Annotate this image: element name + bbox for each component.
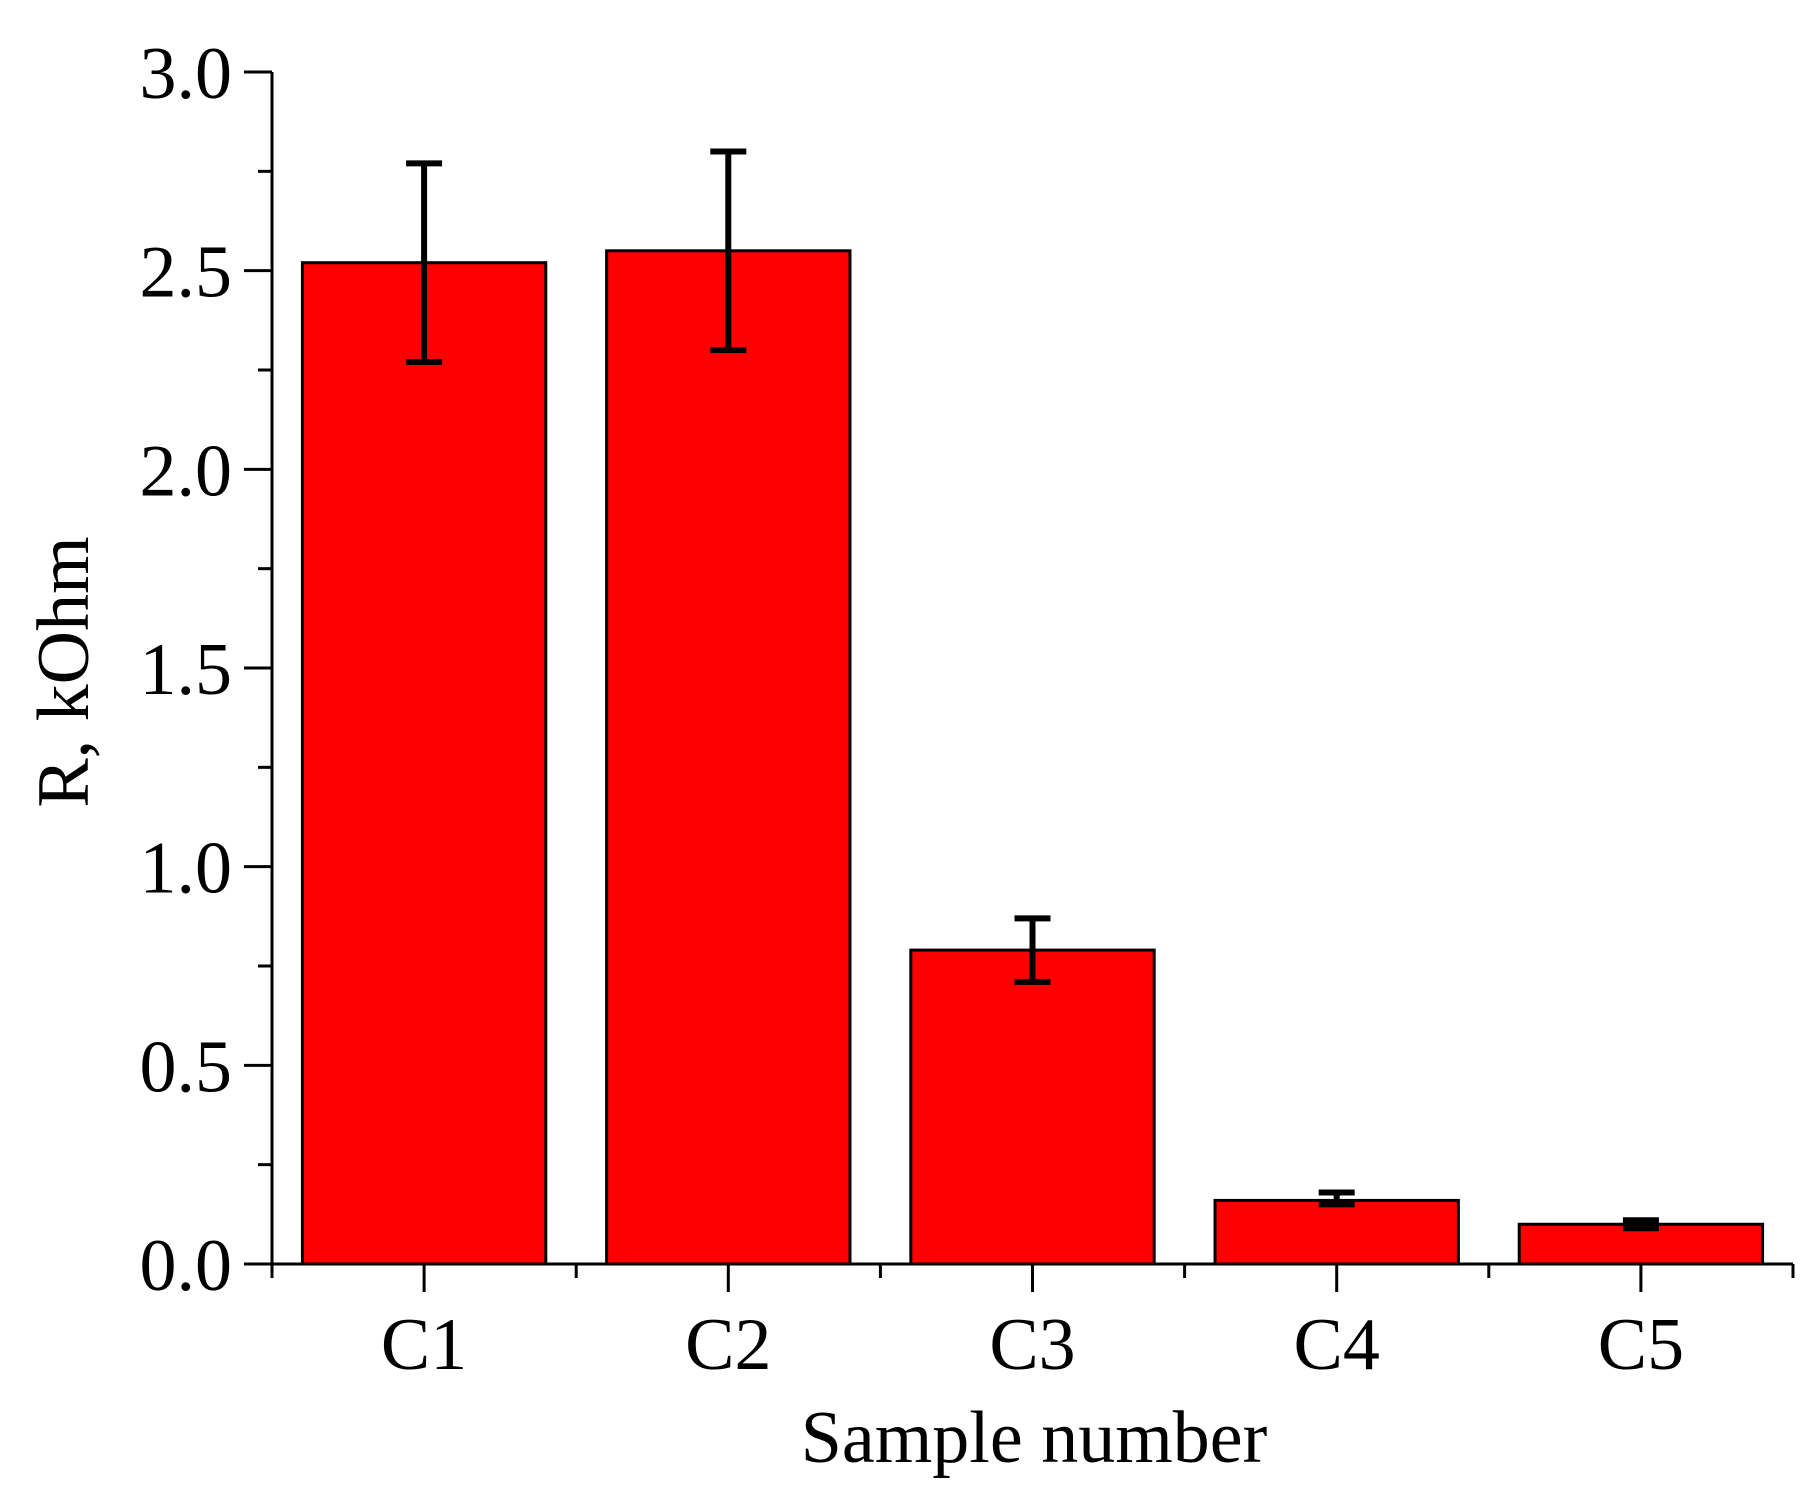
error-bar-c2 xyxy=(710,148,747,354)
bar-c2 xyxy=(605,249,852,1266)
error-bar-c3 xyxy=(1014,915,1051,985)
y-tick-label: 1.5 xyxy=(140,629,233,711)
y-tick-label: 1.0 xyxy=(140,828,233,910)
axes-layer xyxy=(244,70,1795,1292)
error-bar-c4 xyxy=(1318,1189,1355,1208)
error-bars-layer xyxy=(406,148,1659,1232)
y-axis-title: R, kOhm xyxy=(23,536,105,807)
bar-c4 xyxy=(1213,1198,1460,1266)
y-tick-label: 3.0 xyxy=(140,33,233,115)
bar-c1 xyxy=(300,261,548,1266)
x-tick-label: C3 xyxy=(989,1304,1075,1386)
error-bar-c1 xyxy=(406,160,443,366)
x-axis-title: Sample number xyxy=(801,1397,1268,1479)
x-tick-label: C5 xyxy=(1598,1304,1684,1386)
x-tick-label: C4 xyxy=(1294,1304,1380,1386)
y-tick-label: 0.0 xyxy=(140,1225,233,1307)
x-tick-label: C2 xyxy=(685,1304,771,1386)
labels-layer: 0.0 0.5 1.0 1.5 2.0 2.5 3.0 C1 C2 C3 C4 C5 xyxy=(140,33,1685,1386)
bar-c3 xyxy=(909,948,1156,1266)
y-tick-label: 2.0 xyxy=(140,430,233,512)
x-tick-label: C1 xyxy=(381,1304,467,1386)
y-tick-label: 0.5 xyxy=(140,1026,233,1108)
bars-layer xyxy=(300,249,1765,1266)
error-bar-c5 xyxy=(1622,1217,1659,1232)
y-tick-label: 2.5 xyxy=(140,232,233,314)
